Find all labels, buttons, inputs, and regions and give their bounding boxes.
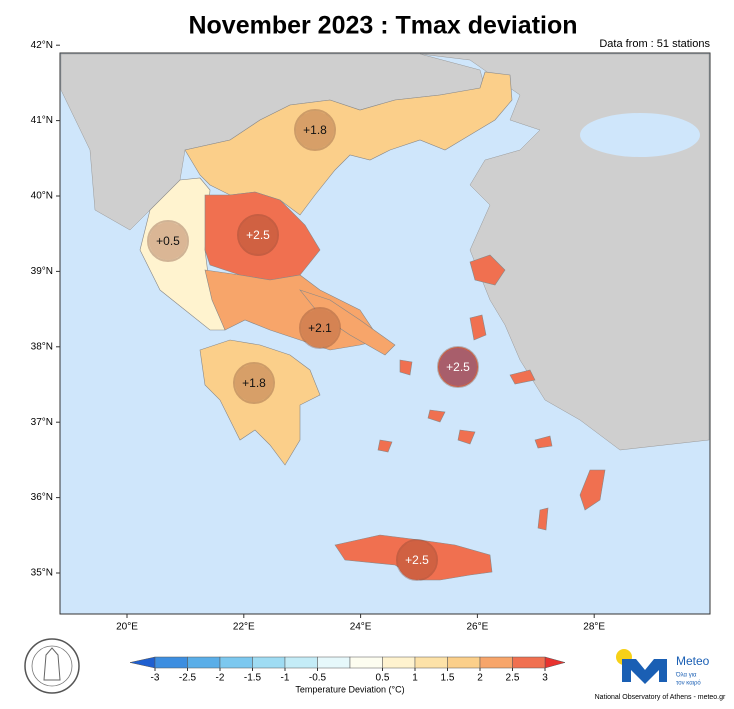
marker-circle [396,539,438,581]
region [377,439,393,453]
colorbar-tick-label: 3 [542,673,548,684]
logo-tagline: Όλα για [675,673,697,679]
logo-tagline: τον καιρό [676,680,701,687]
region [534,435,553,449]
lat-label: 39°N [31,266,53,277]
marker-shade [301,309,339,347]
marker-circle [233,362,275,404]
colorbar-bin [317,656,351,669]
region [199,339,321,466]
lat-label: 36°N [31,492,53,503]
colorbar-bin [187,656,221,669]
marker-label: +2.5 [246,228,270,242]
colorbar-bin [349,656,383,669]
marker-circle [147,220,189,262]
lat-label: 35°N [31,568,53,579]
colorbar-tick-label: 2 [477,673,483,684]
lat-label: 41°N [31,115,53,126]
black-sea [580,113,700,157]
region [457,429,476,445]
station-marker: +2.5 [396,539,438,581]
colorbar-bin [512,656,546,669]
marker-label: +1.8 [303,123,327,137]
colorbar-tick-label: -3 [151,673,160,684]
station-marker: +2.5 [237,214,279,256]
colorbar-tick-label: 0.5 [376,673,390,684]
marker-label: +1.8 [242,376,266,390]
colorbar-bin [479,656,513,669]
markers: +1.8 +0.5 +2.5 +2.1 +2.5 +1.8 +2.5 [147,109,479,581]
colorbar-tick-label: -2 [216,673,225,684]
logo-name: Meteo [676,654,710,668]
lon-label: 24°E [350,622,372,633]
colorbar-tick-label: -2.5 [179,673,197,684]
lat-label: 40°N [31,191,53,202]
lon-label: 22°E [233,622,255,633]
region [469,254,506,286]
title: November 2023 : Tmax deviation [188,12,577,40]
lon-label: 20°E [116,622,138,633]
marker-shade [439,348,477,386]
marker-shade [296,111,334,149]
colorbar-bin [414,656,448,669]
logo: Meteo Όλα για τον καιρό National Observa… [595,649,726,701]
seal [24,638,80,694]
marker-label: +2.1 [308,321,332,335]
colorbar-tick-label: 1 [412,673,418,684]
station-marker: +2.1 [299,307,341,349]
colorbar-bin [219,656,253,669]
marker-label: +2.5 [446,360,470,374]
region [537,507,549,531]
marker-circle [299,307,341,349]
marker-circle [237,214,279,256]
region [427,409,446,423]
colorbar-bin [382,656,416,669]
subtitle: Data from : 51 stations [599,38,710,50]
lat-label: 37°N [31,417,53,428]
lat-label: 38°N [31,341,53,352]
marker-circle [294,109,336,151]
station-marker: +0.5 [147,220,189,262]
marker-label: +0.5 [156,234,180,248]
marker-shade [149,222,187,260]
map [59,52,711,615]
colorbar-label: Temperature Deviation (°C) [295,684,404,694]
colorbar-tick-label: -1.5 [244,673,262,684]
colorbar-tick-label: -1 [281,673,290,684]
lon-label: 28°E [583,622,605,633]
colorbar: Temperature Deviation (°C) -3 -2.5 -2 -1.5 -… [129,656,566,694]
lon-label: 26°E [467,622,489,633]
colorbar-bin [447,656,481,669]
marker-shade [235,364,273,402]
colorbar-under [129,656,156,669]
lat-label: 42°N [31,40,53,51]
colorbar-bin [252,656,286,669]
colorbar-bin [284,656,318,669]
station-marker: +1.8 [294,109,336,151]
region [579,469,606,511]
axes: 35°N 36°N 37°N 38°N 39°N 40°N 41°N 42°N 20°E 22°E… [31,40,606,633]
marker-shade [239,216,277,254]
colorbar-over [544,656,566,669]
colorbar-tick-label: 2.5 [506,673,520,684]
colorbar-bin [154,656,188,669]
station-marker: +1.8 [233,362,275,404]
station-marker: +2.5 [437,346,479,388]
region [469,314,487,341]
logo-footer: National Observatory of Athens - meteo.g… [595,694,726,701]
marker-label: +2.5 [405,553,429,567]
marker-shade [398,541,436,579]
region [509,369,536,385]
colorbar-tick-label: 1.5 [441,673,455,684]
colorbar-tick-label: -0.5 [309,673,327,684]
region [399,359,413,376]
